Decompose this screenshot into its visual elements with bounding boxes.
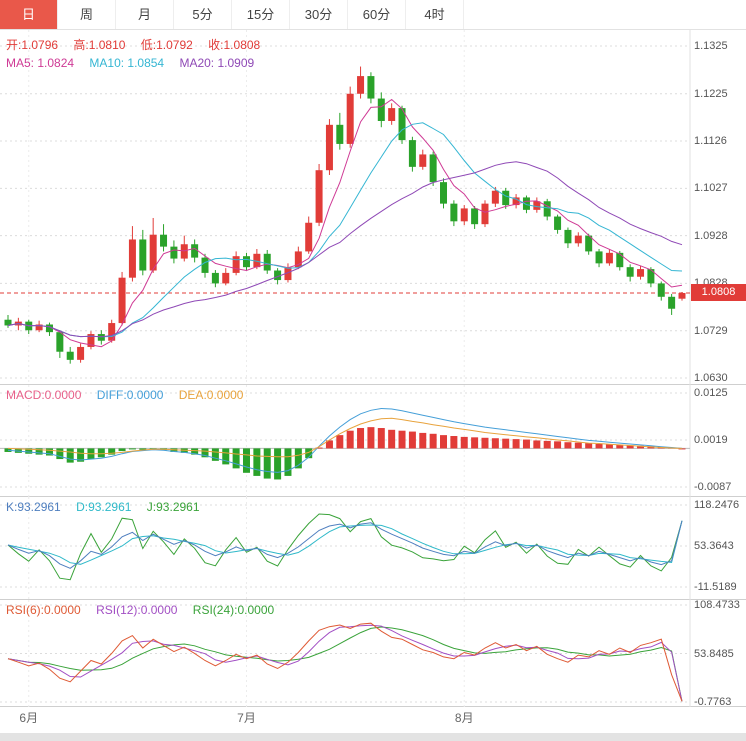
ma5-value: MA5: 1.0824 [6, 56, 75, 70]
y-axis-label: 108.4733 [694, 599, 740, 611]
tab-15分[interactable]: 15分 [232, 0, 290, 29]
x-axis-month-label: 6月 [19, 711, 39, 725]
rsi-chart-canvas [0, 600, 691, 707]
diff-value: DIFF:0.0000 [96, 388, 164, 402]
ma10-value: MA10: 1.0854 [89, 56, 165, 70]
y-axis-label: 118.2476 [694, 499, 740, 511]
macd-panel[interactable]: MACD:0.0000 DIFF:0.0000 DEA:0.0000 0.012… [0, 385, 746, 497]
close-value: 收:1.0808 [208, 38, 261, 52]
tab-5分[interactable]: 5分 [174, 0, 232, 29]
low-value: 低:1.0792 [140, 38, 193, 52]
tab-周[interactable]: 周 [58, 0, 116, 29]
kdj-legend: K:93.2961 D:93.2961 J:93.2961 [6, 500, 212, 514]
timeframe-tabbar: 日周月 5分 15分 30分 60分 4时 [0, 0, 746, 30]
y-axis-label: 1.1027 [694, 182, 728, 195]
open-value: 开:1.0796 [6, 38, 59, 52]
y-axis-label: -0.0087 [694, 481, 732, 493]
rsi6-value: RSI(6):0.0000 [6, 603, 81, 617]
y-axis-label: -11.5189 [694, 581, 737, 593]
tab-30分[interactable]: 30分 [290, 0, 348, 29]
rsi12-value: RSI(12):0.0000 [96, 603, 178, 617]
macd-chart-canvas [0, 385, 691, 497]
tab-60分[interactable]: 60分 [348, 0, 406, 29]
y-axis-label: 0.0125 [694, 387, 728, 399]
high-value: 高:1.0810 [73, 38, 126, 52]
j-value: J:93.2961 [146, 500, 200, 514]
macd-value: MACD:0.0000 [6, 388, 82, 402]
ma20-value: MA20: 1.0909 [179, 56, 255, 70]
dea-value: DEA:0.0000 [178, 388, 244, 402]
x-axis-month-label: 8月 [454, 711, 474, 725]
y-axis-label: 1.0729 [694, 324, 728, 337]
main-price-panel[interactable]: 开:1.0796 高:1.0810 低:1.0792 收:1.0808 MA5:… [0, 30, 746, 385]
y-axis-label: 1.1126 [694, 135, 727, 148]
current-price-badge: 1.0808 [691, 283, 746, 301]
ma-legend: MA5: 1.0824 MA10: 1.0854 MA20: 1.0909 [6, 56, 266, 70]
kdj-chart-canvas [0, 497, 691, 600]
y-axis-label: 0.0019 [694, 434, 728, 446]
x-axis: 6月 7月 8月 [0, 707, 746, 727]
y-axis-label: 53.3643 [694, 540, 734, 552]
tab-4时[interactable]: 4时 [406, 0, 464, 29]
y-axis-label: 1.0630 [694, 372, 728, 384]
ohlc-legend: 开:1.0796 高:1.0810 低:1.0792 收:1.0808 [6, 36, 272, 53]
d-value: D:93.2961 [76, 500, 132, 514]
y-axis-label: 1.1325 [694, 40, 728, 52]
macd-legend: MACD:0.0000 DIFF:0.0000 DEA:0.0000 [6, 388, 255, 402]
rsi24-value: RSI(24):0.0000 [192, 603, 275, 617]
horizontal-scrollbar[interactable] [0, 733, 746, 741]
rsi-legend: RSI(6):0.0000 RSI(12):0.0000 RSI(24):0.0… [6, 603, 286, 617]
y-axis-label: 1.1225 [694, 87, 728, 100]
kdj-panel[interactable]: K:93.2961 D:93.2961 J:93.2961 118.2476 53… [0, 497, 746, 600]
y-axis-label: 1.0928 [694, 229, 728, 242]
tab-日[interactable]: 日 [0, 0, 58, 29]
x-axis-month-label: 7月 [237, 711, 256, 725]
main-chart-canvas [0, 30, 691, 385]
tab-月[interactable]: 月 [116, 0, 174, 29]
y-axis-label: 53.8485 [694, 647, 734, 660]
rsi-panel[interactable]: RSI(6):0.0000 RSI(12):0.0000 RSI(24):0.0… [0, 599, 746, 708]
k-value: K:93.2961 [6, 500, 61, 514]
y-axis-label: -0.7763 [694, 696, 732, 708]
